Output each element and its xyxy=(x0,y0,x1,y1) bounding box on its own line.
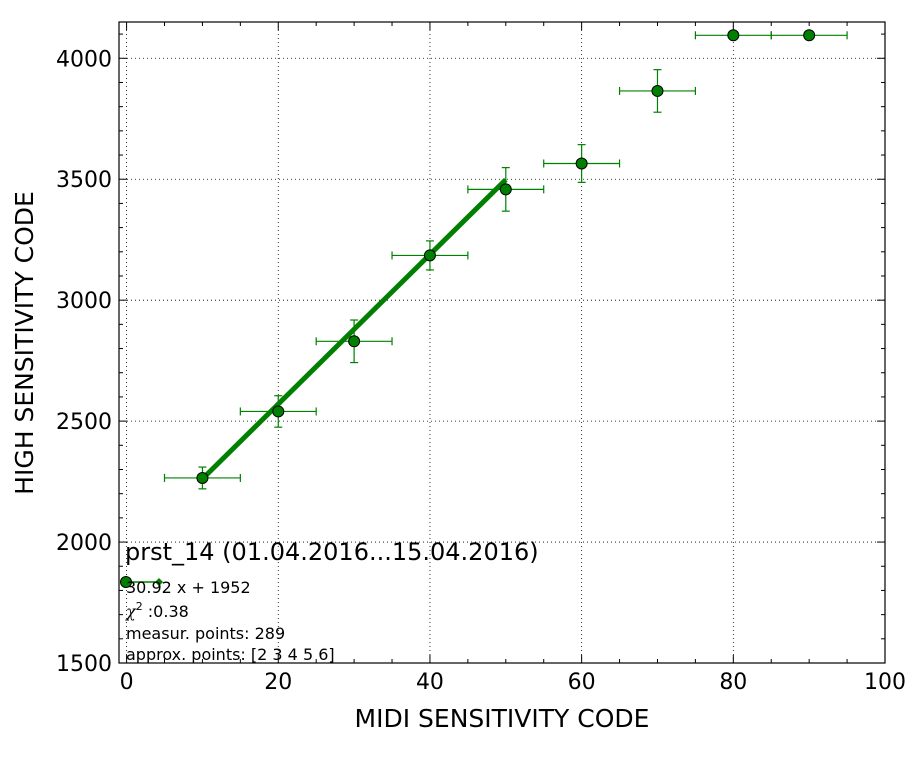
x-tick-label: 40 xyxy=(416,670,444,695)
ticks xyxy=(119,22,886,664)
y-tick-label: 1500 xyxy=(56,652,112,677)
chi-superscript: 2 xyxy=(136,600,143,613)
legend-chi2: χ2 :0.38 xyxy=(125,600,189,621)
chart-title: prst_14 (01.04.2016...15.04.2016) xyxy=(125,538,539,566)
y-axis-label: HIGH SENSITIVITY CODE xyxy=(10,191,39,495)
data-point xyxy=(499,183,512,196)
x-tick-label: 100 xyxy=(864,670,906,695)
data-point xyxy=(196,471,209,484)
legend-approx-points: approx. points: [2 3 4 5 6] xyxy=(126,645,335,664)
x-tick-label: 80 xyxy=(719,670,747,695)
legend-equation: 30.92 x + 1952 xyxy=(126,578,251,597)
chi2-value: :0.38 xyxy=(143,602,189,621)
legend: 30.92 x + 1952 χ2 :0.38 measur. points: … xyxy=(120,576,335,664)
x-tick-label: 0 xyxy=(120,670,134,695)
data-point xyxy=(272,405,285,418)
data-point xyxy=(651,84,664,97)
legend-measur-points: measur. points: 289 xyxy=(126,624,285,643)
legend-diamond xyxy=(155,578,163,586)
y-tick-label: 2000 xyxy=(56,531,112,556)
y-tick-label: 4000 xyxy=(56,47,112,72)
y-tick-label: 3500 xyxy=(56,168,112,193)
plot-frame xyxy=(118,21,886,664)
data-point xyxy=(348,335,361,348)
data-point xyxy=(803,29,816,42)
chi-symbol: χ xyxy=(125,602,137,621)
y-tick-label: 2500 xyxy=(56,410,112,435)
data-point xyxy=(727,29,740,42)
grid xyxy=(119,22,885,663)
x-tick-label: 20 xyxy=(264,670,292,695)
y-tick-label: 3000 xyxy=(56,289,112,314)
data-point xyxy=(423,249,436,262)
tick-labels: 0 20 40 60 80 100 1500 2000 2500 3000 3500 4000 xyxy=(56,47,906,695)
data-points xyxy=(196,29,816,484)
legend-marker xyxy=(120,576,132,588)
data-point xyxy=(575,157,588,170)
x-axis-label: MIDI SENSITIVITY CODE xyxy=(355,704,650,733)
x-tick-label: 60 xyxy=(568,670,596,695)
